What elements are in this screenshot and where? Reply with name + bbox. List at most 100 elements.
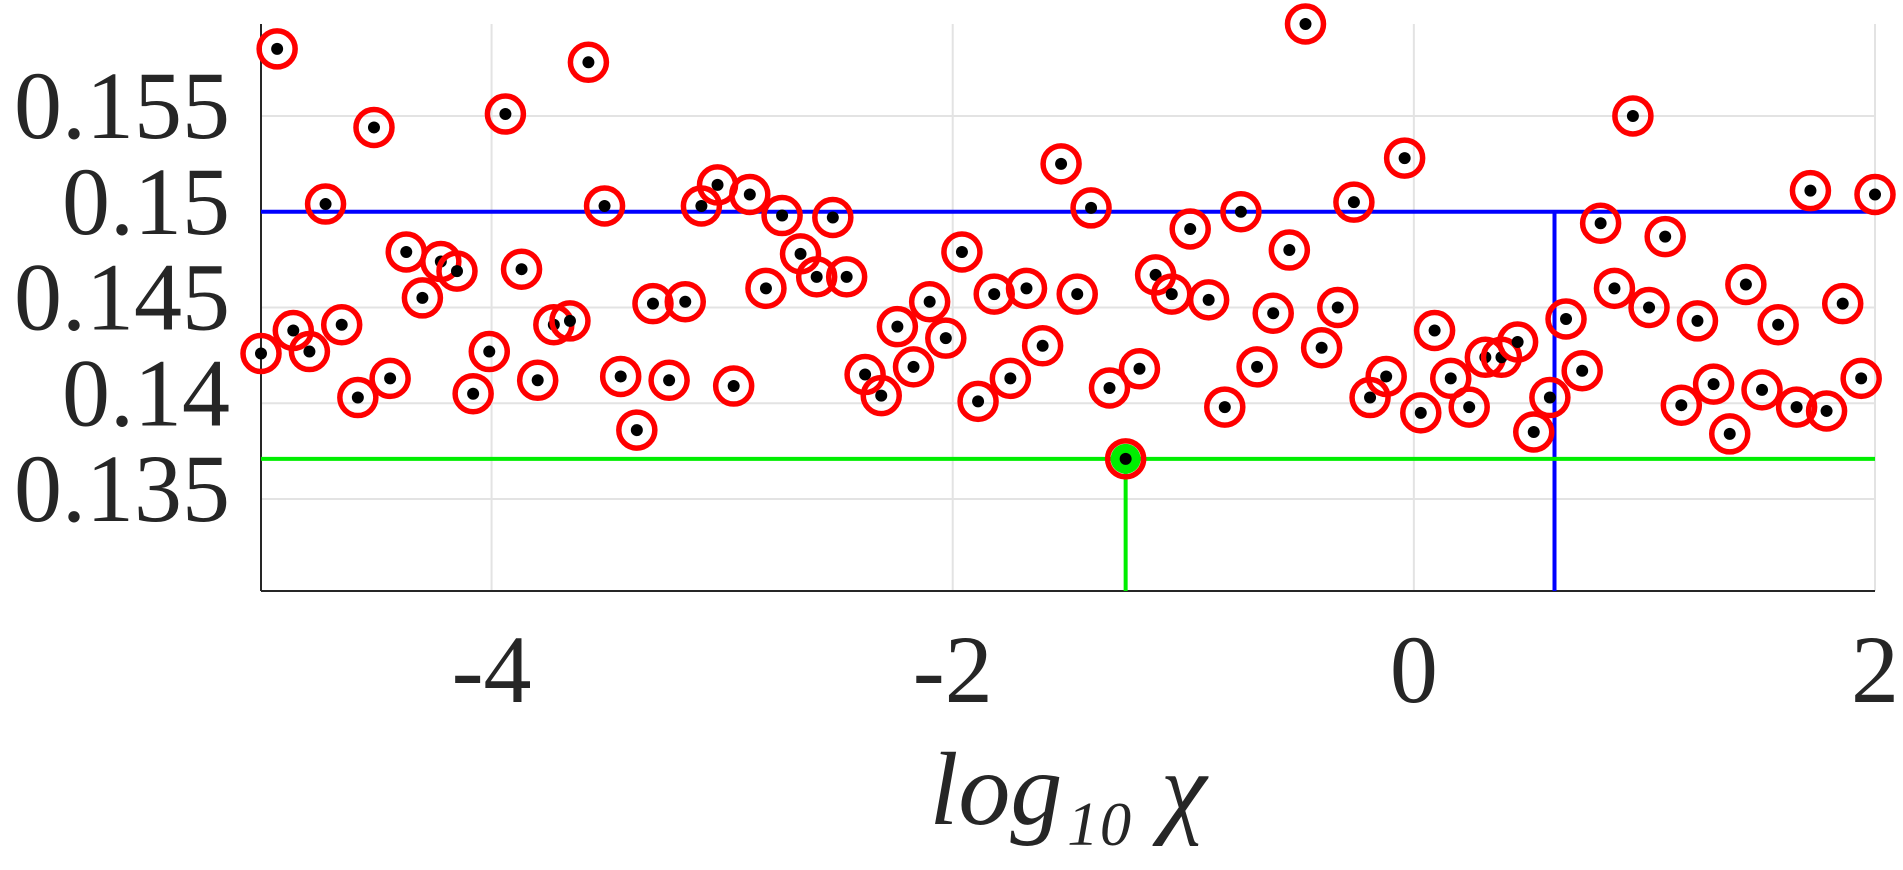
point: [367, 121, 380, 134]
point: [1331, 301, 1344, 314]
point: [663, 374, 676, 387]
point: [1543, 391, 1556, 404]
point-ring: [1088, 367, 1131, 409]
point: [1347, 196, 1360, 209]
point: [1103, 381, 1116, 394]
point-ring: [500, 248, 543, 290]
point-ring: [1513, 411, 1555, 453]
point: [303, 345, 316, 358]
point-ring: [1104, 438, 1147, 480]
point: [614, 370, 627, 383]
point-ring: [664, 281, 707, 323]
point-ring: [1448, 386, 1490, 428]
point-ring: [795, 256, 838, 298]
point: [1659, 230, 1672, 243]
x-tick-label: -2: [913, 616, 993, 723]
point-ring: [1821, 282, 1864, 325]
point: [630, 424, 643, 437]
point: [1820, 404, 1833, 417]
point-ring: [1676, 300, 1719, 342]
point: [335, 318, 348, 331]
x-tick-label: 0: [1390, 616, 1438, 723]
point: [1234, 205, 1247, 218]
point: [1036, 339, 1049, 352]
point: [351, 391, 364, 404]
point-ring: [240, 332, 282, 375]
point: [1149, 268, 1162, 281]
point-ring: [1365, 355, 1407, 398]
point: [1299, 18, 1312, 30]
point: [1414, 406, 1427, 419]
point-ring: [632, 282, 674, 325]
point: [1315, 341, 1328, 354]
point-ring: [1692, 363, 1735, 405]
point: [794, 247, 807, 260]
point-ring: [1284, 3, 1327, 45]
point-ring: [1660, 384, 1703, 426]
point: [759, 282, 772, 295]
point: [1184, 222, 1197, 235]
point-ring: [1840, 357, 1882, 400]
point-ring: [1070, 187, 1112, 229]
point-ring: [1775, 386, 1818, 428]
point-ring: [1400, 392, 1442, 434]
point: [1772, 318, 1785, 331]
point: [515, 263, 528, 276]
y-tick-label: 0.14: [62, 339, 230, 446]
point: [1071, 288, 1084, 301]
point: [1004, 372, 1017, 385]
point: [255, 347, 267, 360]
point-ring: [1644, 215, 1686, 258]
point-ring: [1268, 229, 1311, 271]
point: [1756, 383, 1769, 396]
point-ring: [1593, 267, 1636, 310]
point: [1055, 157, 1068, 170]
point: [1283, 244, 1296, 257]
point: [875, 389, 888, 402]
point-ring: [957, 380, 999, 423]
y-tick-label: 0.155: [14, 52, 230, 159]
point-ring: [860, 374, 902, 417]
point: [1398, 152, 1411, 165]
point-ring: [1005, 267, 1048, 310]
point-ring: [1757, 303, 1799, 346]
point-ring: [436, 250, 478, 292]
point: [416, 291, 429, 304]
point-ring: [369, 357, 411, 400]
point-ring: [1236, 346, 1278, 388]
point: [1804, 184, 1817, 197]
point: [840, 270, 853, 283]
point: [711, 178, 724, 191]
y-tick-label: 0.15: [62, 148, 230, 255]
point: [810, 270, 823, 283]
point-ring: [812, 196, 854, 239]
point-ring: [1708, 413, 1751, 455]
point-ring: [256, 28, 298, 70]
point-ring: [892, 346, 935, 388]
point: [1643, 301, 1656, 314]
point: [679, 295, 692, 308]
point: [1165, 288, 1178, 301]
point: [1202, 293, 1215, 306]
point-ring: [1317, 286, 1359, 329]
point: [1085, 201, 1098, 214]
point-ring: [616, 409, 658, 451]
point-ring: [567, 41, 610, 84]
point: [598, 199, 611, 212]
point: [1855, 372, 1868, 385]
point-ring: [648, 359, 690, 402]
point-ring: [401, 277, 444, 319]
point: [1723, 427, 1736, 440]
point-ring: [941, 231, 983, 273]
point-ring: [484, 93, 527, 135]
point: [727, 380, 740, 393]
point-ring: [989, 357, 1032, 400]
point: [271, 42, 284, 55]
point-ring: [1725, 263, 1767, 306]
point-ring: [1169, 208, 1211, 250]
point: [1594, 217, 1607, 230]
point-ring: [1252, 292, 1294, 334]
point-ring: [1040, 143, 1082, 185]
point: [1560, 312, 1573, 325]
